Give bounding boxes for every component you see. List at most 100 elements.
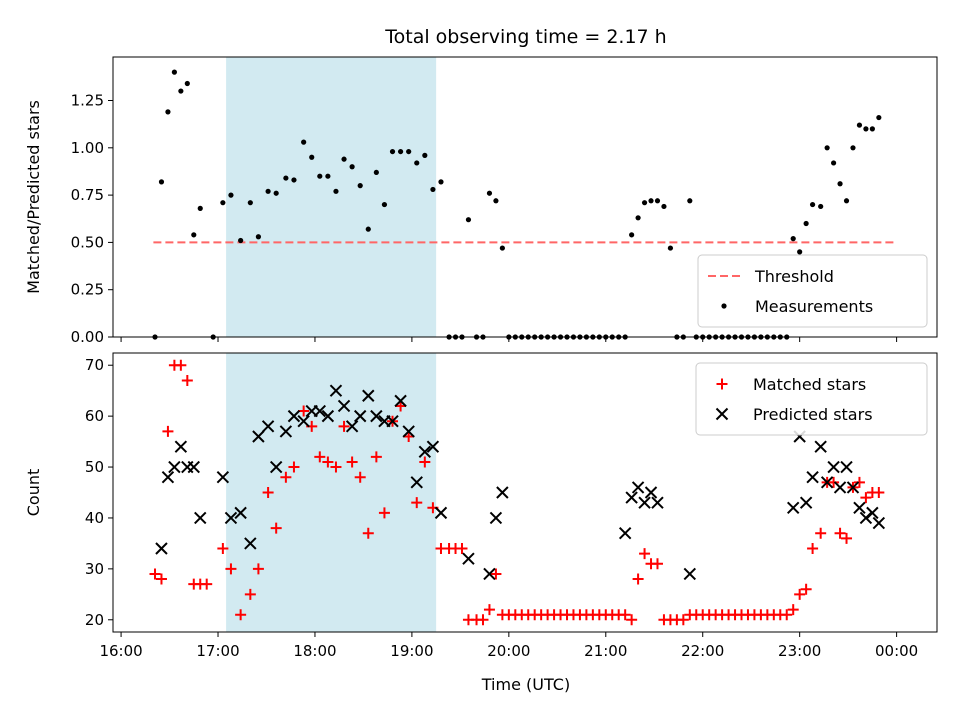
data-point: [639, 548, 651, 560]
legend-label: Threshold: [754, 267, 834, 286]
data-point: [158, 179, 165, 185]
data-point: [279, 425, 293, 438]
data-point: [797, 249, 803, 255]
data-point: [353, 409, 367, 423]
data-point: [651, 558, 663, 570]
data-point: [827, 460, 840, 474]
data-point: [438, 179, 444, 185]
x-tick-label: 22:00: [681, 642, 724, 660]
data-point: [483, 567, 496, 581]
legend: Matched stars Predicted stars: [695, 362, 928, 436]
legend-label: Matched stars: [753, 375, 866, 394]
data-point: [370, 409, 383, 423]
data-point: [667, 245, 674, 251]
data-point: [386, 415, 399, 428]
data-point: [309, 154, 315, 160]
data-point: [419, 456, 431, 468]
data-point: [378, 507, 390, 519]
data-point: [155, 542, 168, 555]
data-point: [814, 440, 827, 453]
data-point: [483, 604, 495, 616]
data-point: [149, 568, 161, 580]
data-point: [252, 430, 265, 443]
data-point: [362, 389, 375, 402]
data-point: [820, 476, 834, 489]
data-point: [220, 200, 226, 206]
data-point: [833, 481, 847, 494]
data-point: [403, 430, 415, 442]
data-point: [333, 188, 339, 194]
data-point: [800, 583, 812, 595]
data-point: [381, 201, 388, 208]
legend-swatch: [721, 303, 727, 309]
data-point: [273, 190, 279, 196]
data-point: [850, 145, 856, 151]
data-point: [872, 516, 886, 530]
y-tick-label: 0.00: [71, 328, 104, 346]
data-point: [301, 139, 307, 145]
data-point: [626, 614, 638, 626]
data-point: [174, 440, 188, 453]
data-point: [234, 506, 247, 520]
y-tick-label: 40: [85, 509, 104, 527]
x-tick-label: 18:00: [293, 642, 336, 660]
data-point: [629, 232, 635, 238]
data-point: [828, 476, 840, 488]
y-tick-label: 70: [85, 356, 104, 374]
data-point: [856, 122, 863, 128]
data-point: [807, 543, 819, 555]
data-point: [354, 471, 366, 483]
data-point: [168, 460, 181, 474]
data-point: [297, 415, 310, 428]
data-point: [803, 220, 809, 227]
data-point: [869, 126, 875, 132]
data-point: [456, 543, 468, 555]
data-point: [313, 404, 327, 418]
x-tick-label: 00:00: [875, 642, 918, 660]
data-point: [462, 552, 475, 565]
data-point: [434, 506, 448, 520]
data-point: [499, 245, 505, 251]
data-point: [841, 532, 853, 544]
data-point: [683, 567, 697, 581]
data-point: [317, 173, 323, 179]
y-tick-label: 0.75: [71, 186, 104, 204]
data-point: [846, 481, 860, 494]
data-point: [809, 201, 816, 208]
data-point: [824, 145, 830, 151]
data-point: [394, 394, 407, 408]
data-point: [165, 109, 171, 115]
data-point: [175, 359, 187, 371]
data-point: [781, 609, 793, 621]
data-point: [346, 456, 358, 468]
data-point: [786, 501, 800, 514]
data-point: [270, 522, 282, 534]
data-point: [161, 471, 175, 484]
chart-title: Total observing time = 2.17 h: [384, 26, 666, 48]
legend-box: [697, 254, 928, 328]
data-point: [840, 460, 853, 474]
data-point: [873, 487, 885, 498]
plot-frame: [112, 352, 938, 633]
data-point: [247, 200, 253, 206]
data-point: [860, 492, 872, 504]
y-axis-title: Matched/Predicted stars: [24, 100, 43, 294]
data-point: [644, 486, 658, 499]
data-point: [162, 425, 174, 437]
data-point: [490, 568, 502, 580]
data-point: [661, 203, 667, 210]
data-point: [283, 175, 289, 181]
data-point: [843, 198, 850, 204]
data-point: [853, 476, 865, 488]
top-panel: 0.00 0.25 0.50 0.75 1.00 1.25 Matched/Predicte…: [24, 56, 938, 346]
data-point: [325, 173, 331, 179]
x-axis-title: Time (UTC): [481, 675, 570, 694]
data-point: [357, 183, 363, 189]
data-point: [806, 471, 819, 484]
data-point: [422, 152, 428, 158]
data-point: [255, 234, 262, 240]
data-point: [465, 217, 472, 223]
data-point: [191, 232, 197, 238]
data-point: [287, 409, 301, 423]
data-point: [837, 181, 843, 187]
